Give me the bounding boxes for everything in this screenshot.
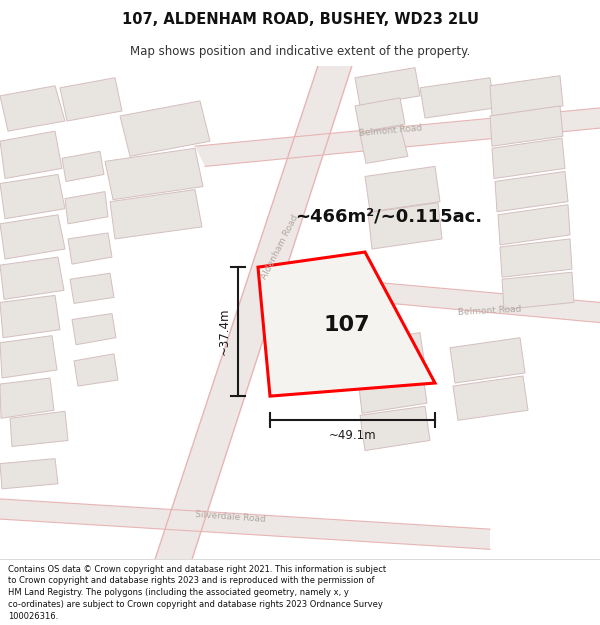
Text: Contains OS data © Crown copyright and database right 2021. This information is : Contains OS data © Crown copyright and d… <box>8 564 386 621</box>
Polygon shape <box>453 376 528 421</box>
Text: ~37.4m: ~37.4m <box>218 308 230 356</box>
Polygon shape <box>68 233 112 264</box>
Text: 107: 107 <box>323 314 370 334</box>
Polygon shape <box>0 499 490 549</box>
Polygon shape <box>492 138 565 179</box>
Polygon shape <box>502 272 574 309</box>
Text: ~49.1m: ~49.1m <box>329 429 376 442</box>
Text: Silverdale Road: Silverdale Road <box>194 510 266 524</box>
Polygon shape <box>0 257 64 299</box>
Polygon shape <box>60 78 122 121</box>
Polygon shape <box>368 202 442 249</box>
Text: Belmont Road: Belmont Road <box>358 124 422 138</box>
Polygon shape <box>490 106 563 146</box>
Polygon shape <box>358 368 427 413</box>
Polygon shape <box>0 86 65 131</box>
Polygon shape <box>495 171 568 212</box>
Polygon shape <box>375 282 600 322</box>
Polygon shape <box>355 98 405 132</box>
Polygon shape <box>105 148 203 199</box>
Polygon shape <box>195 108 600 166</box>
Polygon shape <box>74 354 118 386</box>
Polygon shape <box>0 215 65 259</box>
Polygon shape <box>0 296 60 338</box>
Polygon shape <box>10 411 68 446</box>
Text: Aldenham Road: Aldenham Road <box>260 213 300 281</box>
Polygon shape <box>0 378 54 418</box>
Polygon shape <box>120 101 210 156</box>
Polygon shape <box>62 151 104 181</box>
Polygon shape <box>490 76 563 116</box>
Polygon shape <box>65 192 108 224</box>
Polygon shape <box>155 66 352 559</box>
Polygon shape <box>0 459 58 489</box>
Polygon shape <box>0 336 57 378</box>
Polygon shape <box>0 131 62 179</box>
Polygon shape <box>360 406 430 451</box>
Polygon shape <box>110 189 202 239</box>
Text: ~466m²/~0.115ac.: ~466m²/~0.115ac. <box>295 208 482 226</box>
Polygon shape <box>500 239 572 278</box>
Polygon shape <box>365 166 440 212</box>
Polygon shape <box>498 204 570 245</box>
Text: 107, ALDENHAM ROAD, BUSHEY, WD23 2LU: 107, ALDENHAM ROAD, BUSHEY, WD23 2LU <box>121 12 479 27</box>
Polygon shape <box>360 126 408 163</box>
Polygon shape <box>355 68 420 106</box>
Text: Belmont Road: Belmont Road <box>458 304 522 317</box>
Polygon shape <box>258 252 435 396</box>
Polygon shape <box>450 338 525 383</box>
Polygon shape <box>420 78 495 118</box>
Text: Map shows position and indicative extent of the property.: Map shows position and indicative extent… <box>130 45 470 58</box>
Polygon shape <box>70 273 114 303</box>
Polygon shape <box>0 174 65 219</box>
Polygon shape <box>72 314 116 345</box>
Polygon shape <box>355 332 425 376</box>
